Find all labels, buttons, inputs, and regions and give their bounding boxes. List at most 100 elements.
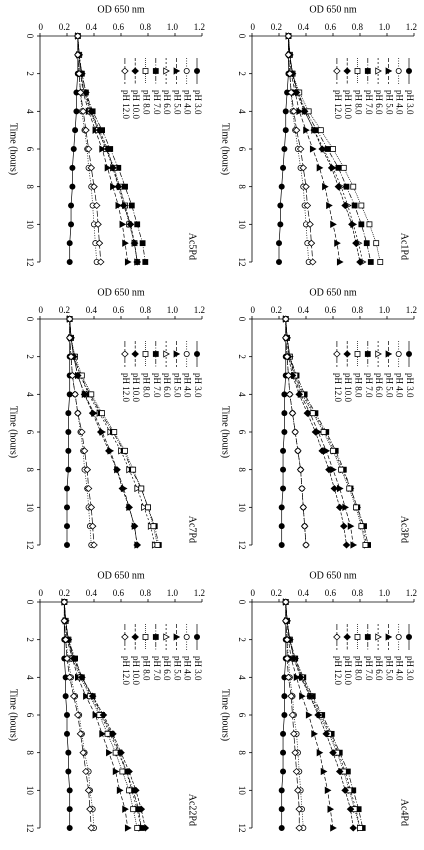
legend-label: pH 6.0 <box>374 90 384 115</box>
x-tick-label: 12 <box>237 541 247 550</box>
legend-label: pH 6.0 <box>374 373 384 398</box>
marker <box>277 202 284 209</box>
marker <box>350 183 357 190</box>
marker <box>87 503 96 511</box>
marker <box>131 67 139 75</box>
legend-label: pH 7.0 <box>364 90 374 115</box>
x-tick-label: 0 <box>25 317 35 322</box>
panel-title: Ac7Pd <box>187 516 198 543</box>
marker <box>122 239 129 247</box>
x-tick-label: 10 <box>237 503 247 513</box>
panel: 0 0.2 0.4 0.6 0.8 1.0 1.2 0 2 4 6 8 10 12 Time (hours)… <box>8 4 205 266</box>
marker <box>343 633 351 641</box>
marker <box>94 220 102 228</box>
marker <box>163 350 170 358</box>
marker <box>299 164 308 172</box>
y-tick-label: 0.6 <box>325 305 337 315</box>
marker <box>183 68 190 75</box>
y-tick-label: 0.2 <box>59 22 70 32</box>
marker <box>92 711 100 719</box>
y-tick-label: 0 <box>39 588 44 598</box>
marker <box>65 410 72 417</box>
marker <box>358 202 365 209</box>
x-tick-label: 0 <box>237 34 247 39</box>
marker <box>88 522 97 530</box>
marker <box>152 634 159 640</box>
x-tick-label: 10 <box>25 503 35 513</box>
marker <box>280 485 287 492</box>
marker <box>343 350 351 358</box>
marker <box>320 429 327 435</box>
marker <box>163 633 170 641</box>
marker <box>358 523 365 530</box>
marker <box>68 202 75 209</box>
marker <box>287 88 295 97</box>
marker <box>305 711 313 719</box>
marker <box>303 126 310 134</box>
marker <box>152 68 159 74</box>
marker <box>406 634 413 641</box>
legend-label: pH 6.0 <box>162 373 172 398</box>
marker <box>65 447 72 454</box>
marker <box>69 692 78 700</box>
marker <box>119 220 127 229</box>
marker <box>284 371 293 380</box>
y-tick-label: 0.6 <box>113 305 125 315</box>
legend-label: pH 3.0 <box>193 373 203 398</box>
x-tick-label: 10 <box>25 220 35 230</box>
marker <box>296 466 305 474</box>
marker <box>280 164 287 171</box>
legend-label: pH 4.0 <box>183 656 193 681</box>
marker <box>64 711 71 718</box>
marker <box>122 447 128 454</box>
marker <box>132 786 140 794</box>
y-tick-label: 0 <box>251 588 256 598</box>
marker <box>322 182 329 191</box>
marker <box>99 711 108 719</box>
marker <box>278 824 285 831</box>
panel: 0 0.2 0.4 0.6 0.8 1.0 1.2 0 2 4 6 8 10 12 Time (hours)… <box>8 287 205 549</box>
marker <box>280 730 287 737</box>
y-tick-label: 0.8 <box>140 588 152 598</box>
marker <box>330 824 337 832</box>
marker <box>324 786 332 795</box>
marker <box>194 68 201 75</box>
marker <box>327 805 335 813</box>
marker <box>65 466 72 473</box>
marker <box>142 68 149 74</box>
marker <box>173 350 181 358</box>
marker <box>138 485 145 492</box>
marker <box>68 221 75 228</box>
y-tick-label: 0.4 <box>298 305 310 315</box>
marker <box>311 730 318 738</box>
marker <box>278 787 285 794</box>
marker <box>70 145 77 152</box>
marker <box>281 410 288 417</box>
panel-title: Ac1Pd <box>399 233 410 260</box>
marker <box>349 824 358 832</box>
marker <box>60 617 69 625</box>
marker <box>84 786 93 794</box>
marker <box>131 633 139 641</box>
marker <box>87 164 96 172</box>
marker <box>78 428 86 436</box>
marker <box>65 428 72 435</box>
x-tick-label: 8 <box>25 467 35 472</box>
y-tick-label: 0.4 <box>298 22 310 32</box>
marker <box>125 503 133 511</box>
marker <box>64 485 71 492</box>
legend-label: pH 8.0 <box>141 373 151 398</box>
legend-label: pH 10.0 <box>343 656 353 685</box>
marker <box>288 711 297 719</box>
marker <box>194 634 201 641</box>
marker <box>375 633 382 641</box>
marker <box>358 221 365 228</box>
marker <box>303 409 312 417</box>
marker <box>74 409 82 417</box>
marker <box>281 315 290 323</box>
legend-label: pH 4.0 <box>395 656 405 681</box>
marker <box>116 786 124 795</box>
y-tick-label: 1.2 <box>194 22 205 32</box>
marker <box>277 221 284 228</box>
marker <box>75 70 83 78</box>
